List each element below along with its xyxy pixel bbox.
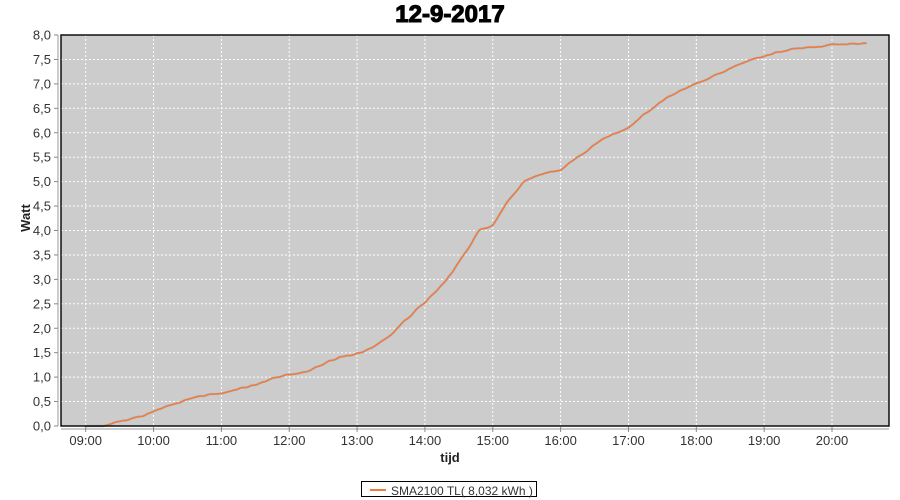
svg-text:4,0: 4,0 [33, 223, 51, 238]
svg-text:6,0: 6,0 [33, 125, 51, 140]
svg-text:2,5: 2,5 [33, 296, 51, 311]
svg-text:2,0: 2,0 [33, 321, 51, 336]
svg-text:10:00: 10:00 [137, 433, 170, 448]
svg-text:18:00: 18:00 [680, 433, 713, 448]
svg-text:8,0: 8,0 [33, 28, 51, 43]
svg-text:1,0: 1,0 [33, 370, 51, 385]
svg-text:13:00: 13:00 [341, 433, 374, 448]
svg-text:7,5: 7,5 [33, 52, 51, 67]
svg-text:09:00: 09:00 [69, 433, 102, 448]
svg-text:11:00: 11:00 [206, 433, 238, 448]
svg-text:7,0: 7,0 [33, 76, 51, 91]
svg-text:5,0: 5,0 [33, 174, 51, 189]
svg-text:14:00: 14:00 [409, 433, 442, 448]
svg-text:17:00: 17:00 [612, 433, 645, 448]
svg-text:0,5: 0,5 [33, 394, 51, 409]
svg-text:15:00: 15:00 [476, 433, 509, 448]
svg-text:12:00: 12:00 [273, 433, 306, 448]
svg-text:20:00: 20:00 [816, 433, 849, 448]
svg-text:6,5: 6,5 [33, 101, 51, 116]
svg-text:3,5: 3,5 [33, 247, 51, 262]
svg-text:4,5: 4,5 [33, 199, 51, 214]
svg-text:19:00: 19:00 [748, 433, 781, 448]
svg-text:3,0: 3,0 [33, 272, 51, 287]
svg-text:5,5: 5,5 [33, 150, 51, 165]
svg-text:0,0: 0,0 [33, 419, 51, 434]
svg-text:1,5: 1,5 [33, 345, 51, 360]
svg-text:16:00: 16:00 [544, 433, 577, 448]
